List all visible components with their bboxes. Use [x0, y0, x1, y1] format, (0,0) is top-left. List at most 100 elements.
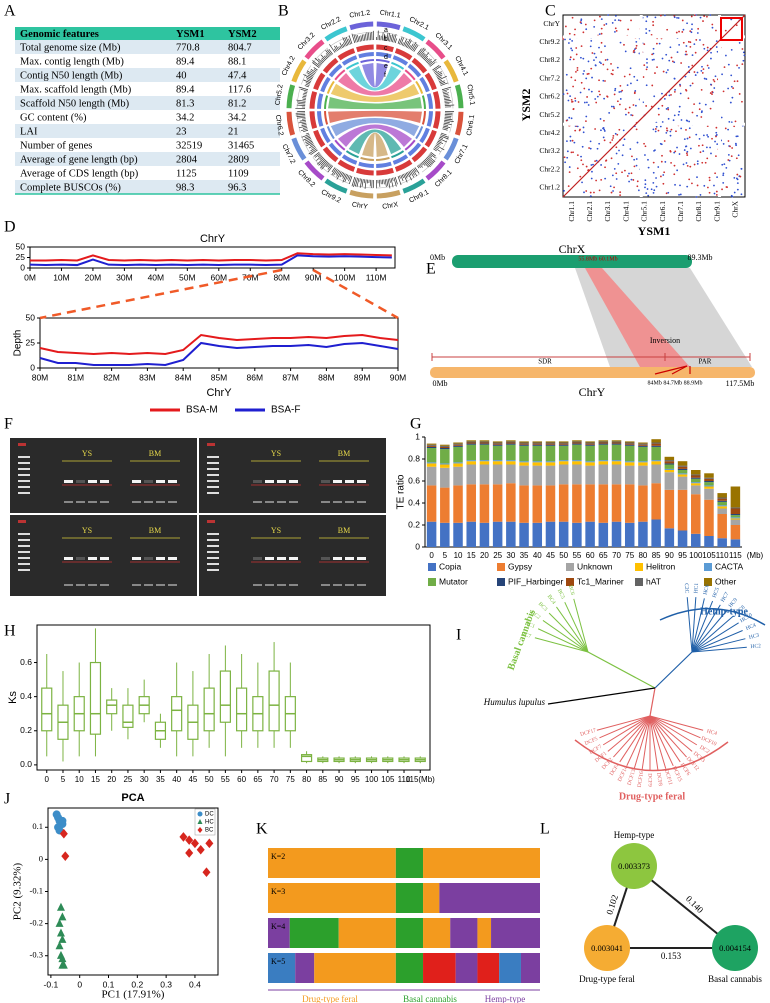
density-bar	[320, 160, 328, 169]
x-tick-label: 100M	[334, 272, 355, 282]
alignment-dot	[603, 139, 606, 142]
panel-label: A	[4, 3, 16, 20]
density-bar	[399, 175, 401, 179]
alignment-dot	[569, 58, 572, 61]
tree-branch	[691, 597, 697, 653]
bar-segment	[532, 441, 543, 443]
alignment-dot	[705, 146, 708, 149]
alignment-dot	[670, 161, 672, 164]
alignment-dot	[613, 167, 616, 170]
bar-segment	[453, 444, 463, 446]
alignment-dot	[669, 134, 672, 137]
alignment-dot	[731, 147, 734, 149]
density-bar	[383, 33, 385, 41]
alignment-dot	[623, 138, 626, 141]
bar-segment	[664, 463, 675, 465]
tree-branch	[587, 651, 656, 689]
alignment-dot	[571, 40, 574, 42]
ladder-band	[18, 539, 30, 541]
alignment-dot	[618, 149, 620, 152]
point	[58, 954, 67, 963]
alignment-dot	[611, 139, 614, 141]
bar-segment	[572, 522, 582, 547]
alignment-dot	[632, 51, 635, 53]
bar-segment	[611, 441, 622, 443]
alignment-dot	[697, 27, 700, 30]
chromosome-band	[443, 137, 459, 161]
repeat-ring	[394, 48, 413, 61]
density-bar	[426, 58, 432, 64]
density-bar	[443, 95, 450, 98]
density-bar	[316, 155, 323, 161]
primer-band	[76, 501, 85, 503]
density-bar	[439, 81, 446, 85]
alignment-dot	[610, 191, 613, 194]
alignment-dot	[589, 195, 592, 198]
alignment-dot	[657, 113, 660, 116]
alignment-dot	[696, 176, 698, 179]
primer-band	[345, 584, 354, 586]
alignment-dot	[700, 88, 703, 91]
ladder-band	[18, 551, 30, 553]
alignment-dot	[710, 57, 712, 60]
density-bar	[390, 178, 394, 188]
table-cell: 34.2	[176, 112, 194, 123]
legend-swatch	[497, 578, 505, 586]
alignment-dot	[592, 163, 594, 166]
alignment-dot	[715, 155, 717, 158]
density-bar	[327, 165, 333, 173]
density-bar	[419, 163, 423, 168]
x-axis-label: PC1 (17.91%)	[102, 989, 165, 1001]
legend-label: Tc1_Mariner	[577, 576, 624, 586]
bar-segment	[691, 485, 701, 495]
alignment-dot	[618, 103, 621, 106]
tree-branch	[654, 651, 693, 689]
x-tick-label: Chr2.1	[585, 201, 594, 222]
alignment-dot	[582, 57, 585, 60]
alignment-dot	[635, 47, 637, 49]
alignment-dot	[633, 165, 636, 168]
bar-segment	[558, 460, 569, 462]
density-bar	[303, 79, 311, 84]
box-body	[41, 687, 53, 732]
tree-branch	[691, 638, 746, 653]
chrx-bar	[452, 255, 692, 268]
alignment-dot	[665, 132, 668, 134]
tree-branch	[691, 630, 743, 653]
point	[56, 928, 65, 937]
alignment-dot	[595, 101, 598, 104]
ladder-band	[18, 480, 30, 482]
density-bar	[439, 135, 449, 140]
tree-branch	[691, 622, 739, 653]
density-bar	[348, 175, 351, 182]
density-bar	[306, 72, 314, 77]
alignment-dot	[733, 176, 736, 179]
density-bar	[436, 72, 443, 77]
bar-segment	[532, 462, 543, 466]
bar-segment	[585, 461, 595, 463]
alignment-dot	[615, 172, 618, 175]
alignment-dot	[569, 38, 571, 41]
group-label: Drug-type feral	[302, 994, 358, 1003]
y-tick-label: 0.4	[20, 691, 32, 701]
ladder-band	[207, 539, 219, 541]
density-bar	[387, 178, 391, 189]
density-bar	[320, 54, 327, 61]
density-bar	[433, 148, 437, 152]
alignment-dot	[600, 62, 602, 65]
ancestry-segment	[491, 918, 540, 948]
density-bar	[418, 164, 421, 168]
alignment-dot	[600, 178, 603, 181]
bar-segment	[572, 441, 582, 443]
alignment-dot	[735, 144, 738, 147]
density-bar	[312, 62, 320, 68]
chart-title: ChrY	[200, 233, 226, 245]
repeat-ring	[411, 57, 428, 74]
alignment-dot	[646, 61, 648, 64]
x-tick-label: 82M	[103, 372, 120, 382]
table-row-bg	[15, 54, 280, 68]
primer-band	[168, 501, 177, 503]
alignment-dot	[706, 49, 709, 52]
table-cell: 89.4	[176, 56, 195, 67]
density-bar	[441, 86, 452, 91]
